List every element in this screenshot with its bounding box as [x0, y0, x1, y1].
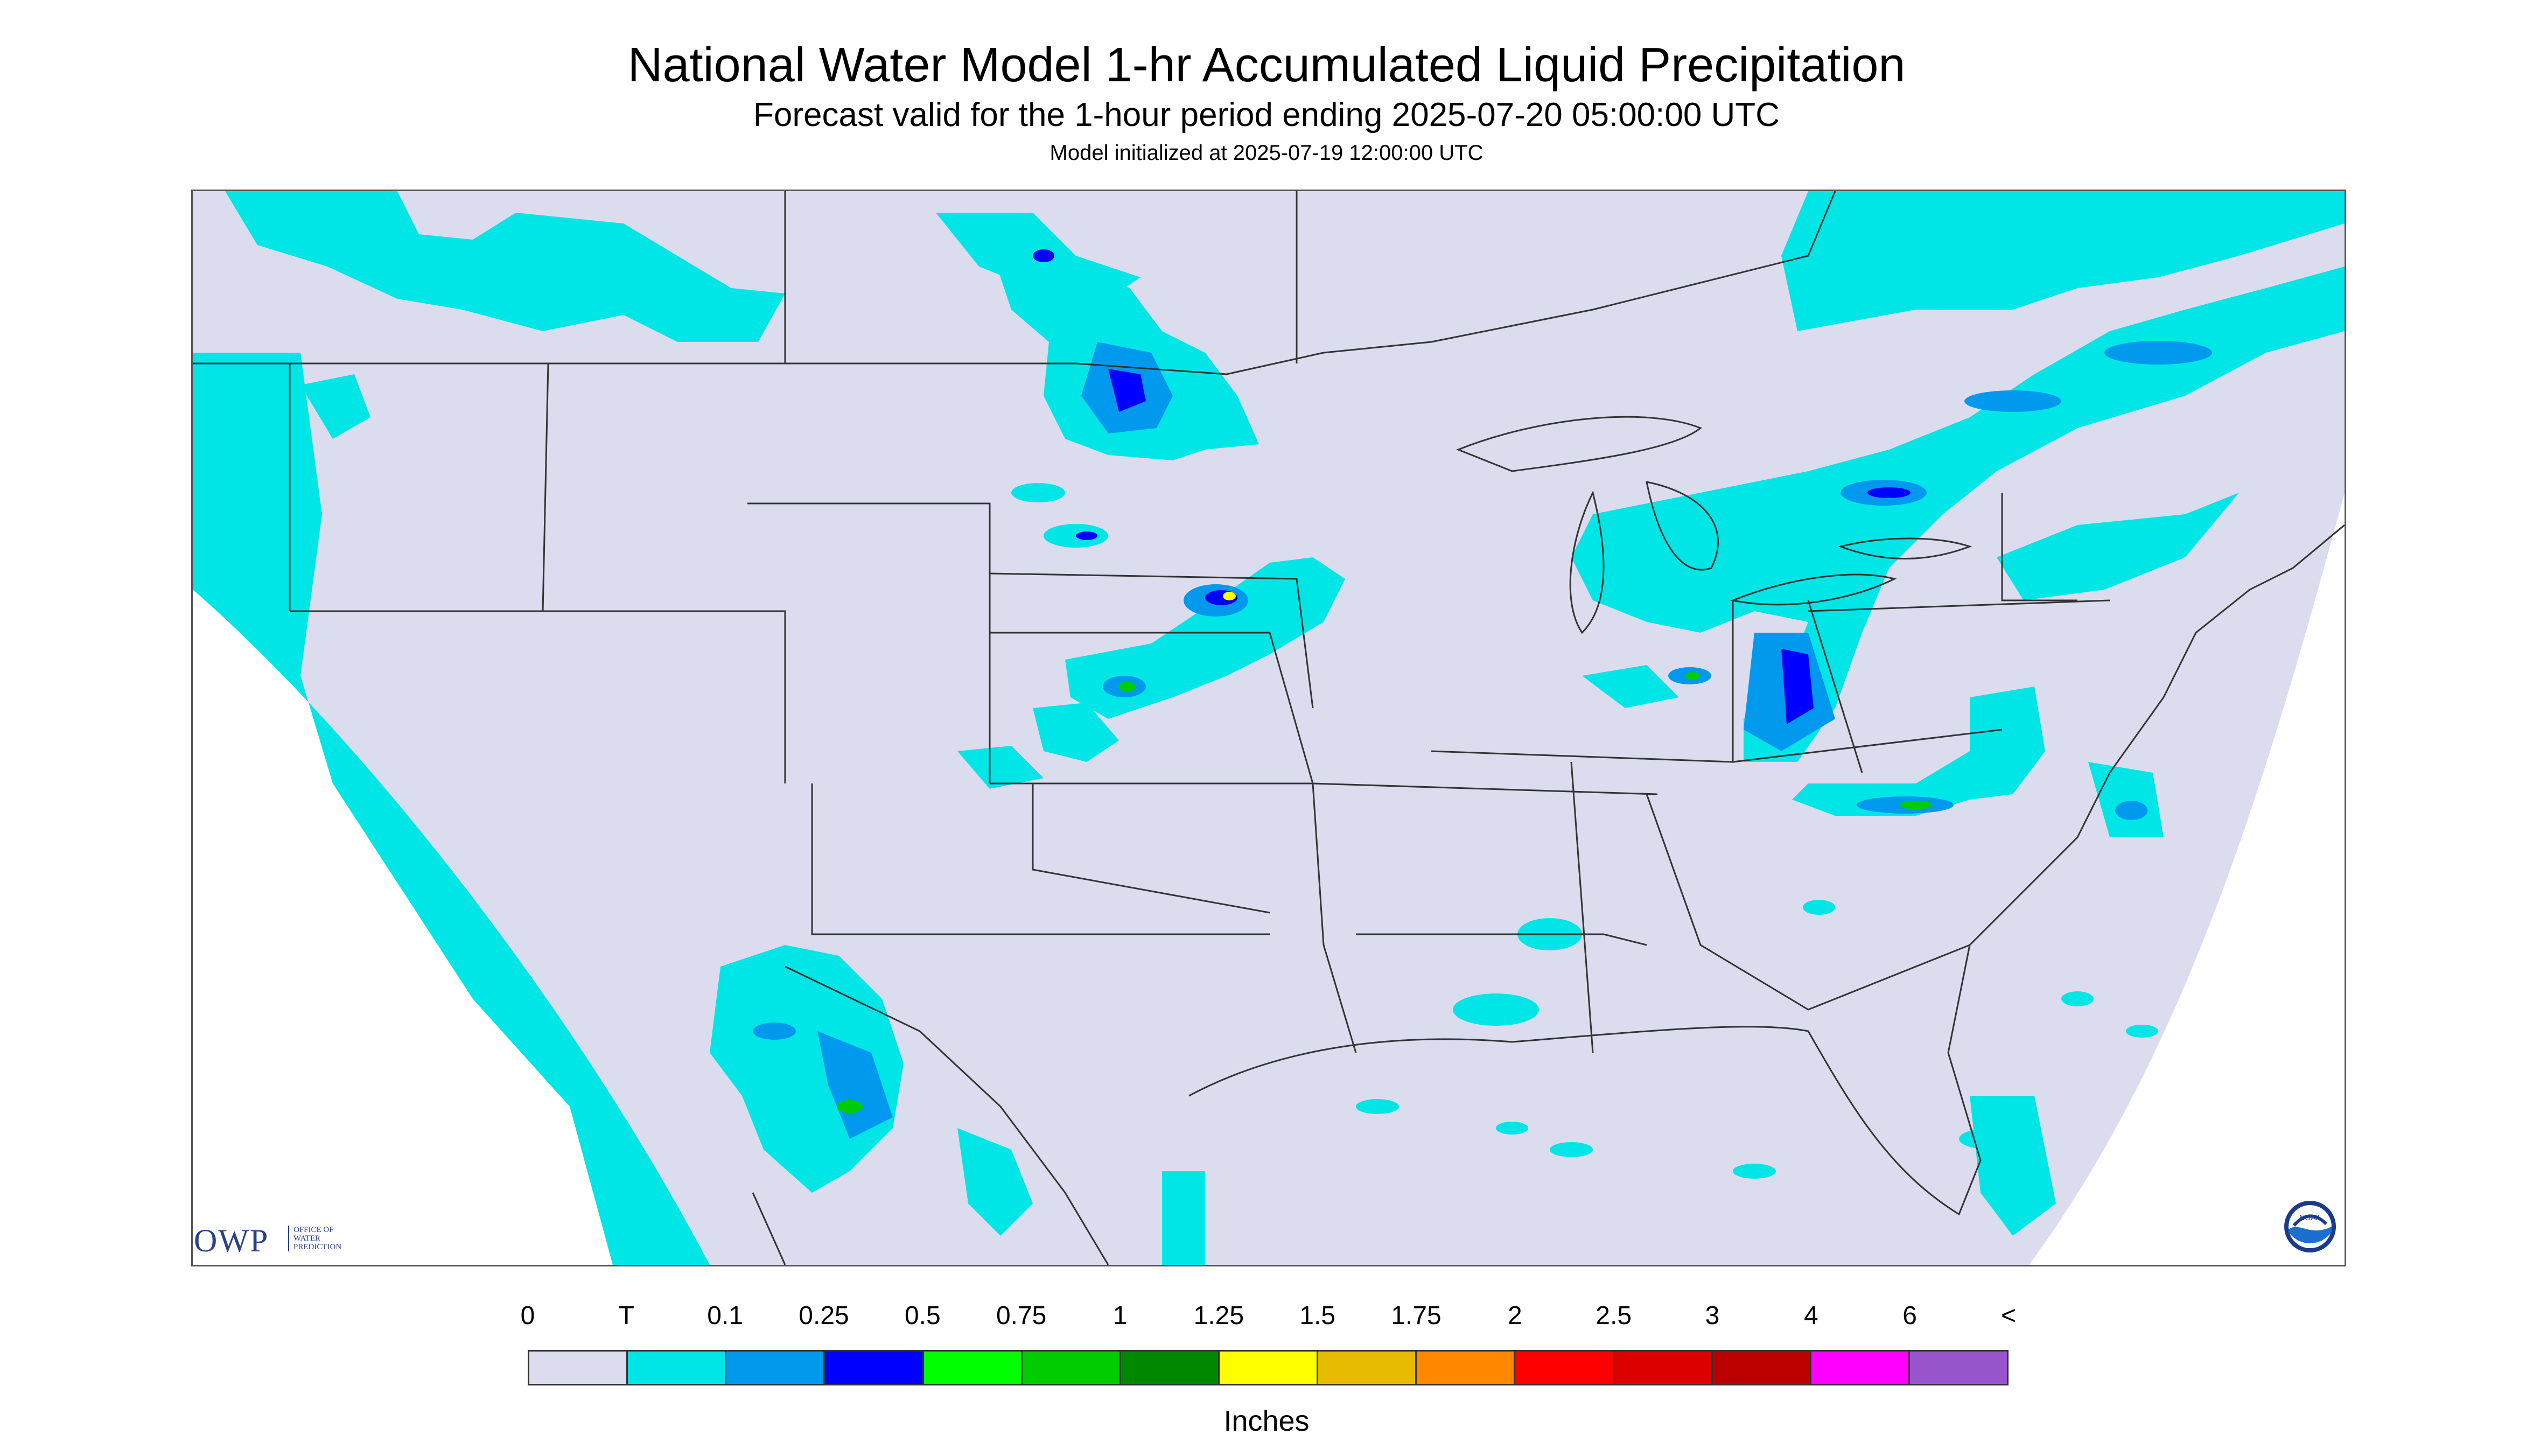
owp-logo-subtext: OFFICE OF WATER PREDICTION	[288, 1226, 341, 1251]
legend-tick-label: 1.25	[1193, 1301, 1244, 1330]
map-subtitle: Forecast valid for the 1-hour period end…	[753, 96, 1780, 134]
legend-swatch	[628, 1352, 727, 1384]
legend-tick-label: 1	[1112, 1301, 1128, 1330]
legend-swatch	[1712, 1352, 1811, 1384]
legend-tick-label: 3	[1705, 1301, 1720, 1330]
legend-units: Inches	[1223, 1405, 1310, 1437]
legend-tick-label: <	[2000, 1301, 2017, 1330]
precip-nebraska-cluster	[957, 557, 1345, 789]
legend-swatch	[1022, 1352, 1121, 1384]
legend-swatch	[1318, 1352, 1417, 1384]
map-title: National Water Model 1-hr Accumulated Li…	[627, 38, 1906, 92]
legend-tick-label: 0.75	[996, 1301, 1047, 1330]
legend-swatch	[529, 1352, 628, 1384]
legend-tick-label: 2.5	[1596, 1301, 1632, 1330]
legend-swatch	[726, 1352, 825, 1384]
legend-swatch	[1121, 1352, 1220, 1384]
svg-text:NOAA: NOAA	[2299, 1213, 2321, 1222]
great-lakes-outlines	[1456, 416, 1972, 634]
legend-swatch	[923, 1352, 1023, 1384]
legend-swatch	[825, 1352, 924, 1384]
owp-logo: OWP OFFICE OF WATER PREDICTION	[194, 1222, 377, 1260]
legend-tick-label: 0	[520, 1301, 535, 1330]
legend-tick-label: 1.5	[1299, 1301, 1336, 1330]
legend-swatch	[1219, 1352, 1319, 1384]
legend-tick-label: T	[618, 1301, 634, 1330]
legend-tick-label: 4	[1803, 1301, 1818, 1330]
precip-pacific-band	[193, 353, 710, 1265]
legend-swatch	[1909, 1352, 2007, 1384]
noaa-logo: NOAA	[2284, 1201, 2336, 1252]
legend-labels: 0 T 0.1 0.25 0.5 0.75 1 1.25 1.5 1.75 2 2.5 3 4 6 <	[0, 1301, 2533, 1333]
legend-tick-label: 0.25	[799, 1301, 849, 1330]
map-panel	[191, 190, 2346, 1266]
legend-tick-label: 0.1	[707, 1301, 744, 1330]
precip-southwest-cluster	[710, 945, 1205, 1265]
precip-north-dakota-cluster	[990, 245, 1259, 548]
legend-tick-label: 6	[1902, 1301, 1918, 1330]
legend-colorbar	[528, 1350, 2009, 1385]
precipitation-map	[193, 191, 2345, 1265]
legend-swatch	[1614, 1352, 1713, 1384]
precip-mid-atlantic	[1792, 493, 2239, 837]
owp-logo-text: OWP	[194, 1223, 269, 1258]
legend-tick-label: 2	[1507, 1301, 1522, 1330]
precip-great-lakes-band	[1571, 191, 2345, 762]
legend-swatch	[1515, 1352, 1614, 1384]
model-init-line: Model initialized at 2025-07-19 12:00:00…	[1049, 141, 1484, 165]
legend-swatch	[1811, 1352, 1910, 1384]
legend-tick-label: 0.5	[904, 1301, 941, 1330]
legend-tick-label: 1.75	[1391, 1301, 1442, 1330]
legend-swatch	[1417, 1352, 1516, 1384]
boundary-lines	[193, 191, 2345, 1265]
